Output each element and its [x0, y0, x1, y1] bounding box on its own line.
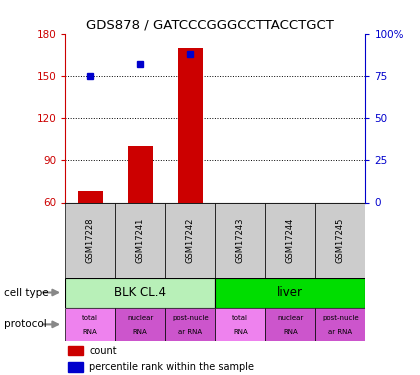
Text: GSM17241: GSM17241 [136, 217, 144, 262]
Text: BLK CL.4: BLK CL.4 [114, 286, 166, 299]
Text: GSM17244: GSM17244 [286, 217, 295, 262]
Text: RNA: RNA [283, 329, 298, 335]
Bar [68, 346, 83, 355]
Text: protocol: protocol [4, 320, 47, 329]
Text: GDS878 / GATCCCGGGCCTTACCTGCT: GDS878 / GATCCCGGGCCTTACCTGCT [86, 19, 334, 32]
Text: cell type: cell type [4, 288, 49, 297]
Bar [315, 202, 365, 278]
Bar [65, 308, 115, 341]
Bar [178, 48, 203, 202]
Bar [215, 202, 265, 278]
Text: count: count [89, 346, 117, 356]
Text: total: total [82, 315, 98, 321]
Bar [115, 202, 165, 278]
Bar [65, 202, 115, 278]
Bar [215, 308, 265, 341]
Bar [315, 308, 365, 341]
Text: ar RNA: ar RNA [328, 329, 352, 335]
Text: RNA: RNA [233, 329, 248, 335]
Text: GSM17243: GSM17243 [236, 217, 245, 263]
Bar [65, 278, 215, 308]
Bar [165, 308, 215, 341]
Text: nuclear: nuclear [127, 315, 153, 321]
Text: post-nucle: post-nucle [322, 315, 359, 321]
Bar [165, 202, 215, 278]
Text: liver: liver [277, 286, 303, 299]
Bar [265, 202, 315, 278]
Text: RNA: RNA [83, 329, 97, 335]
Text: ar RNA: ar RNA [178, 329, 202, 335]
Bar [78, 191, 102, 202]
Text: RNA: RNA [133, 329, 147, 335]
Text: percentile rank within the sample: percentile rank within the sample [89, 362, 254, 372]
Text: post-nucle: post-nucle [172, 315, 209, 321]
Bar [115, 308, 165, 341]
Text: GSM17242: GSM17242 [186, 217, 195, 262]
Bar [128, 146, 153, 202]
Text: nuclear: nuclear [277, 315, 303, 321]
Text: GSM17228: GSM17228 [86, 217, 94, 263]
Bar [265, 308, 315, 341]
Text: total: total [232, 315, 248, 321]
Text: GSM17245: GSM17245 [336, 217, 345, 262]
Bar [215, 278, 365, 308]
Bar [68, 362, 83, 372]
